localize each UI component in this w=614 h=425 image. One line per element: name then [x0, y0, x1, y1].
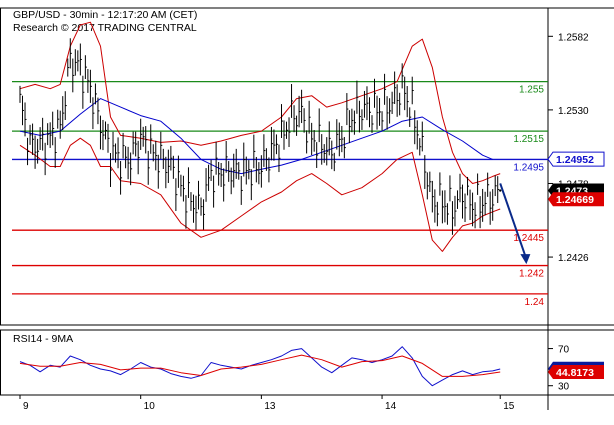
blue-level-tag-border — [547, 151, 605, 167]
level-label: 1.2515 — [513, 134, 544, 145]
last-price-point — [499, 189, 502, 192]
y-tick-label: 1.2582 — [558, 32, 589, 43]
rsi-ma-value-tag-box — [548, 364, 604, 379]
level-label: 1.2495 — [513, 162, 544, 173]
band-value-tag-box — [548, 192, 604, 207]
rsi-panel-frame — [0, 329, 614, 396]
rsi-ma-value-tag-label: 44.8173 — [556, 367, 594, 379]
x-tick-label: 9 — [23, 401, 29, 412]
rsi-series-9ma — [19, 354, 501, 377]
chart-title: GBP/USD - 30min - 12:17:20 AM (CET) — [13, 9, 198, 21]
level-label: 1.255 — [519, 85, 544, 96]
rsi-panel-title: RSI14 - 9MA — [13, 333, 73, 345]
rsi-tick-label: 30 — [558, 382, 570, 393]
level-label: 1.2445 — [513, 233, 544, 244]
main-panel-frame — [0, 7, 614, 326]
level-label: 1.24 — [525, 297, 545, 308]
chart-credit: Research © 2017 TRADING CENTRAL — [13, 22, 197, 34]
blue-level-tag-box — [548, 152, 604, 167]
lower-band-line — [19, 137, 501, 252]
band-value-tag-label: 1.24669 — [556, 194, 594, 206]
x-tick-label: 13 — [264, 401, 276, 412]
rsi-series-rsi14 — [19, 346, 501, 387]
forecast-arrow-line — [499, 183, 527, 257]
blue-level-tag-label: 1.24952 — [556, 154, 594, 166]
forecast-arrow-head — [520, 254, 531, 265]
x-tick-label: 15 — [503, 401, 515, 412]
x-tick-label: 14 — [385, 401, 397, 412]
x-tick-label: 10 — [144, 401, 156, 412]
price-bars — [19, 38, 500, 235]
y-tick-label: 1.2426 — [558, 253, 589, 264]
rsi-tick-label: 70 — [558, 345, 570, 356]
level-label: 1.242 — [519, 269, 544, 280]
y-tick-label: 1.2530 — [558, 106, 589, 117]
